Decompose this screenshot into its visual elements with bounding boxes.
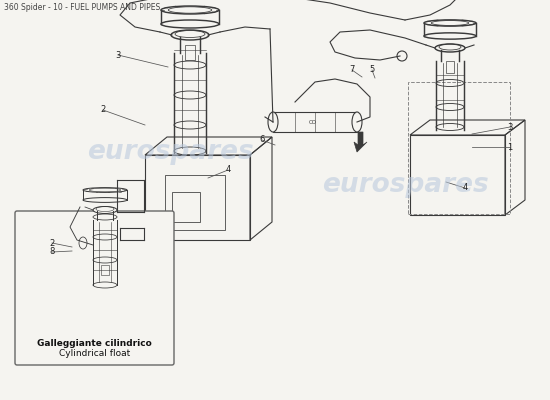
Ellipse shape — [424, 33, 476, 39]
Polygon shape — [273, 112, 357, 132]
Ellipse shape — [268, 112, 278, 132]
Polygon shape — [354, 132, 367, 152]
FancyBboxPatch shape — [15, 211, 174, 365]
Text: 2: 2 — [100, 106, 106, 114]
Text: 3: 3 — [116, 50, 120, 60]
Text: 5: 5 — [370, 66, 375, 74]
Ellipse shape — [83, 188, 127, 192]
Ellipse shape — [352, 112, 362, 132]
Text: 6: 6 — [259, 136, 265, 144]
Text: Cylindrical float: Cylindrical float — [59, 349, 130, 358]
Text: 360 Spider - 10 - FUEL PUMPS AND PIPES: 360 Spider - 10 - FUEL PUMPS AND PIPES — [4, 3, 160, 12]
Text: 1: 1 — [507, 142, 513, 152]
Text: 3: 3 — [507, 122, 513, 132]
Text: 8: 8 — [50, 248, 54, 256]
Ellipse shape — [161, 20, 219, 28]
Text: 7: 7 — [349, 66, 355, 74]
Text: 4: 4 — [463, 184, 468, 192]
Ellipse shape — [93, 206, 117, 214]
Ellipse shape — [83, 198, 127, 202]
Ellipse shape — [435, 44, 465, 52]
Text: 4: 4 — [226, 166, 230, 174]
Text: Galleggiante cilindrico: Galleggiante cilindrico — [37, 339, 152, 348]
Ellipse shape — [161, 6, 219, 14]
Text: eurospares: eurospares — [322, 172, 488, 198]
Ellipse shape — [424, 20, 476, 26]
Ellipse shape — [171, 30, 209, 40]
Text: 2: 2 — [50, 238, 54, 248]
Text: CO: CO — [309, 120, 317, 124]
Text: eurospares: eurospares — [87, 139, 254, 165]
